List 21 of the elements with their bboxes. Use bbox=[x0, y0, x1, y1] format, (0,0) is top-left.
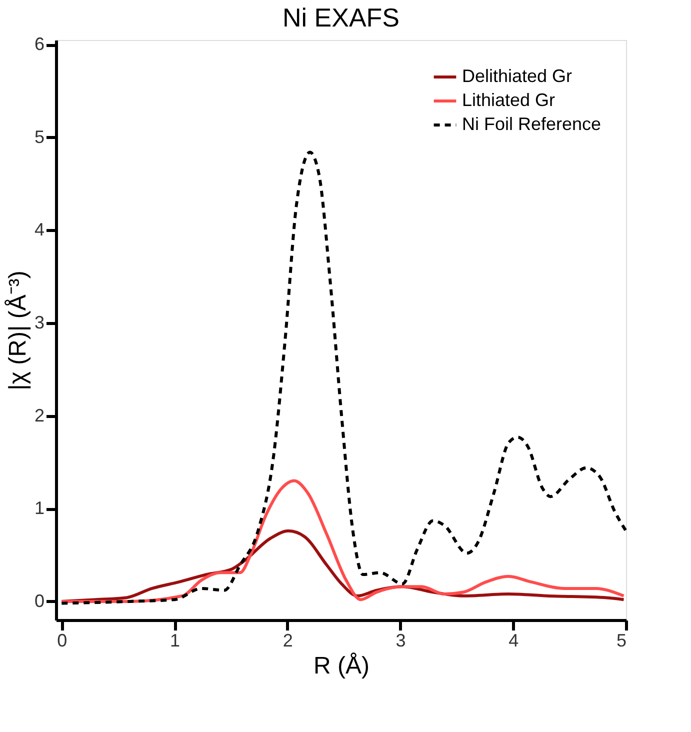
line-series bbox=[60, 479, 626, 603]
x-tick-label: 3 bbox=[396, 630, 406, 650]
legend-label: Ni Foil Reference bbox=[462, 114, 602, 134]
y-axis-title: |χ (R)| (Å⁻³) bbox=[4, 270, 32, 390]
legend-label: Delithiated Gr bbox=[462, 66, 572, 86]
legend-label: Lithiated Gr bbox=[462, 90, 556, 110]
y-tick-label: 4 bbox=[34, 220, 44, 240]
chart-title: Ni EXAFS bbox=[282, 2, 400, 33]
y-tick-label: 0 bbox=[34, 590, 44, 611]
line-series bbox=[60, 150, 628, 605]
y-tick-label: 2 bbox=[34, 405, 44, 426]
y-tick-label: 1 bbox=[34, 498, 44, 518]
x-tick-label: 2 bbox=[282, 630, 293, 650]
x-axis-title: R (Å) bbox=[314, 652, 370, 680]
x-tick-label: 0 bbox=[57, 630, 68, 650]
y-tick-label: 3 bbox=[34, 312, 44, 333]
x-tick-label: 1 bbox=[170, 630, 180, 650]
x-tick-label: 5 bbox=[616, 630, 626, 650]
y-tick-label: 5 bbox=[34, 126, 44, 147]
y-tick-label: 6 bbox=[34, 34, 44, 54]
x-tick-label: 4 bbox=[508, 630, 519, 650]
